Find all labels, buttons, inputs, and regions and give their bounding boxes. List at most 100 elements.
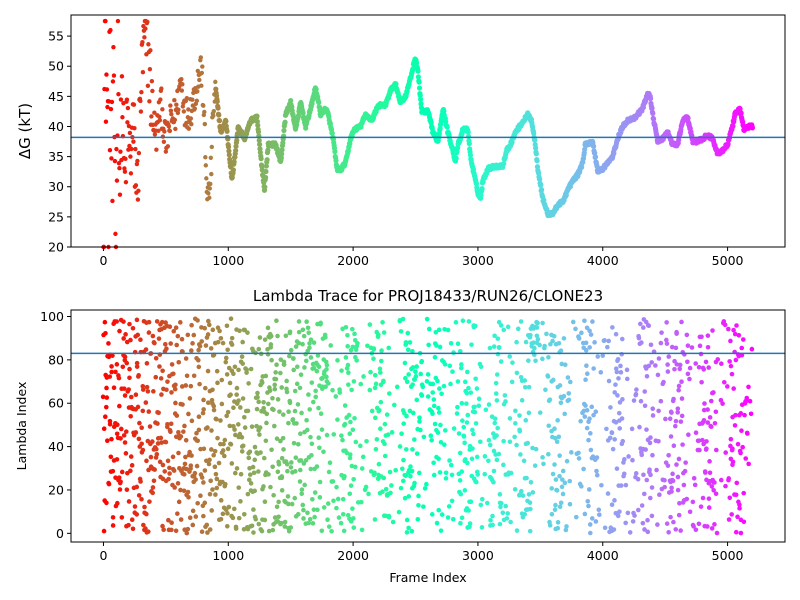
lambda-point [165, 458, 171, 464]
lambda-point [310, 521, 316, 526]
lambda-point [315, 353, 321, 358]
trace-point [199, 70, 205, 76]
lambda-point [422, 486, 428, 491]
lambda-point [472, 409, 478, 415]
lambda-point [185, 332, 191, 338]
lambda-point [642, 403, 648, 409]
lambda-point [268, 484, 273, 490]
lambda-point [629, 426, 635, 432]
lambda-point [697, 447, 702, 453]
trace-point [161, 139, 167, 145]
lambda-point [701, 367, 707, 372]
lambda-point [207, 527, 213, 532]
trace-point [167, 128, 173, 134]
lambda-point [457, 478, 463, 483]
lambda-point [202, 500, 208, 506]
lambda-point [733, 492, 739, 498]
lambda-point [484, 500, 490, 506]
lambda-point [675, 474, 681, 480]
lambda-point [307, 407, 312, 412]
lambda-point [442, 428, 448, 433]
lambda-point [268, 333, 274, 339]
lambda-point [164, 387, 169, 393]
lambda-point [566, 397, 572, 403]
lambda-point [513, 408, 518, 414]
lambda-point [128, 394, 134, 400]
lambda-point [184, 466, 189, 472]
lambda-point [713, 491, 719, 497]
lambda-point [494, 372, 500, 377]
lambda-point [253, 516, 259, 522]
lambda-point [533, 358, 538, 364]
lambda-point [251, 507, 256, 512]
lambda-point [568, 379, 573, 385]
lambda-point [207, 491, 213, 497]
lambda-point [105, 438, 110, 444]
lambda-point [158, 435, 164, 441]
lambda-point [302, 482, 307, 488]
lambda-point [466, 385, 471, 391]
lambda-point [476, 396, 482, 402]
lambda-point [445, 327, 451, 333]
lambda-point [410, 447, 415, 452]
trace-point [146, 42, 151, 47]
lambda-point [519, 398, 525, 403]
lambda-point [224, 413, 229, 419]
lambda-point [208, 478, 213, 484]
lambda-point [650, 406, 656, 412]
trace-point [179, 88, 185, 93]
lambda-point [521, 458, 527, 464]
lambda-point [132, 504, 138, 509]
lambda-point [159, 392, 164, 397]
lambda-point [443, 470, 449, 476]
lambda-point [295, 511, 301, 517]
lambda-point [196, 347, 201, 353]
lambda-point [173, 382, 178, 388]
lambda-point [685, 371, 691, 377]
lambda-point [720, 401, 725, 406]
lambda-point [526, 410, 532, 416]
lambda-point [295, 364, 300, 370]
lambda-point [297, 385, 303, 391]
trace-point [124, 97, 130, 102]
trace-point [444, 124, 450, 130]
lambda-point [434, 343, 439, 348]
lambda-point [189, 453, 194, 458]
lambda-point [101, 426, 107, 432]
lambda-point [656, 438, 661, 444]
lambda-point [699, 379, 704, 385]
lambda-point [363, 484, 369, 490]
lambda-point [190, 522, 196, 528]
lambda-point [616, 410, 622, 416]
lambda-point [403, 473, 409, 478]
lambda-point [270, 527, 276, 533]
lambda-point [324, 374, 329, 380]
lambda-point [219, 377, 225, 383]
lambda-point [501, 462, 506, 468]
lambda-point [450, 516, 456, 522]
lambda-point [551, 333, 557, 339]
lambda-point [203, 343, 209, 348]
lambda-point [335, 496, 341, 502]
lambda-point [394, 384, 400, 390]
trace-point [466, 141, 472, 147]
lambda-point [226, 504, 232, 510]
trace-point [116, 161, 122, 166]
lambda-point [465, 412, 471, 418]
lambda-point [368, 369, 373, 375]
lambda-point [240, 339, 245, 345]
lambda-point [430, 411, 435, 416]
lambda-point [413, 369, 418, 374]
lambda-point [336, 515, 342, 520]
lambda-point [567, 478, 573, 484]
lambda-point [640, 520, 646, 526]
lambda-point [101, 528, 107, 534]
lambda-point [304, 319, 309, 324]
lambda-point [144, 384, 150, 390]
lambda-point [344, 450, 350, 456]
lambda-point [255, 390, 260, 396]
lambda-point [491, 344, 497, 349]
lambda-point [117, 487, 123, 492]
lambda-point [726, 476, 732, 481]
lambda-point [361, 374, 366, 379]
